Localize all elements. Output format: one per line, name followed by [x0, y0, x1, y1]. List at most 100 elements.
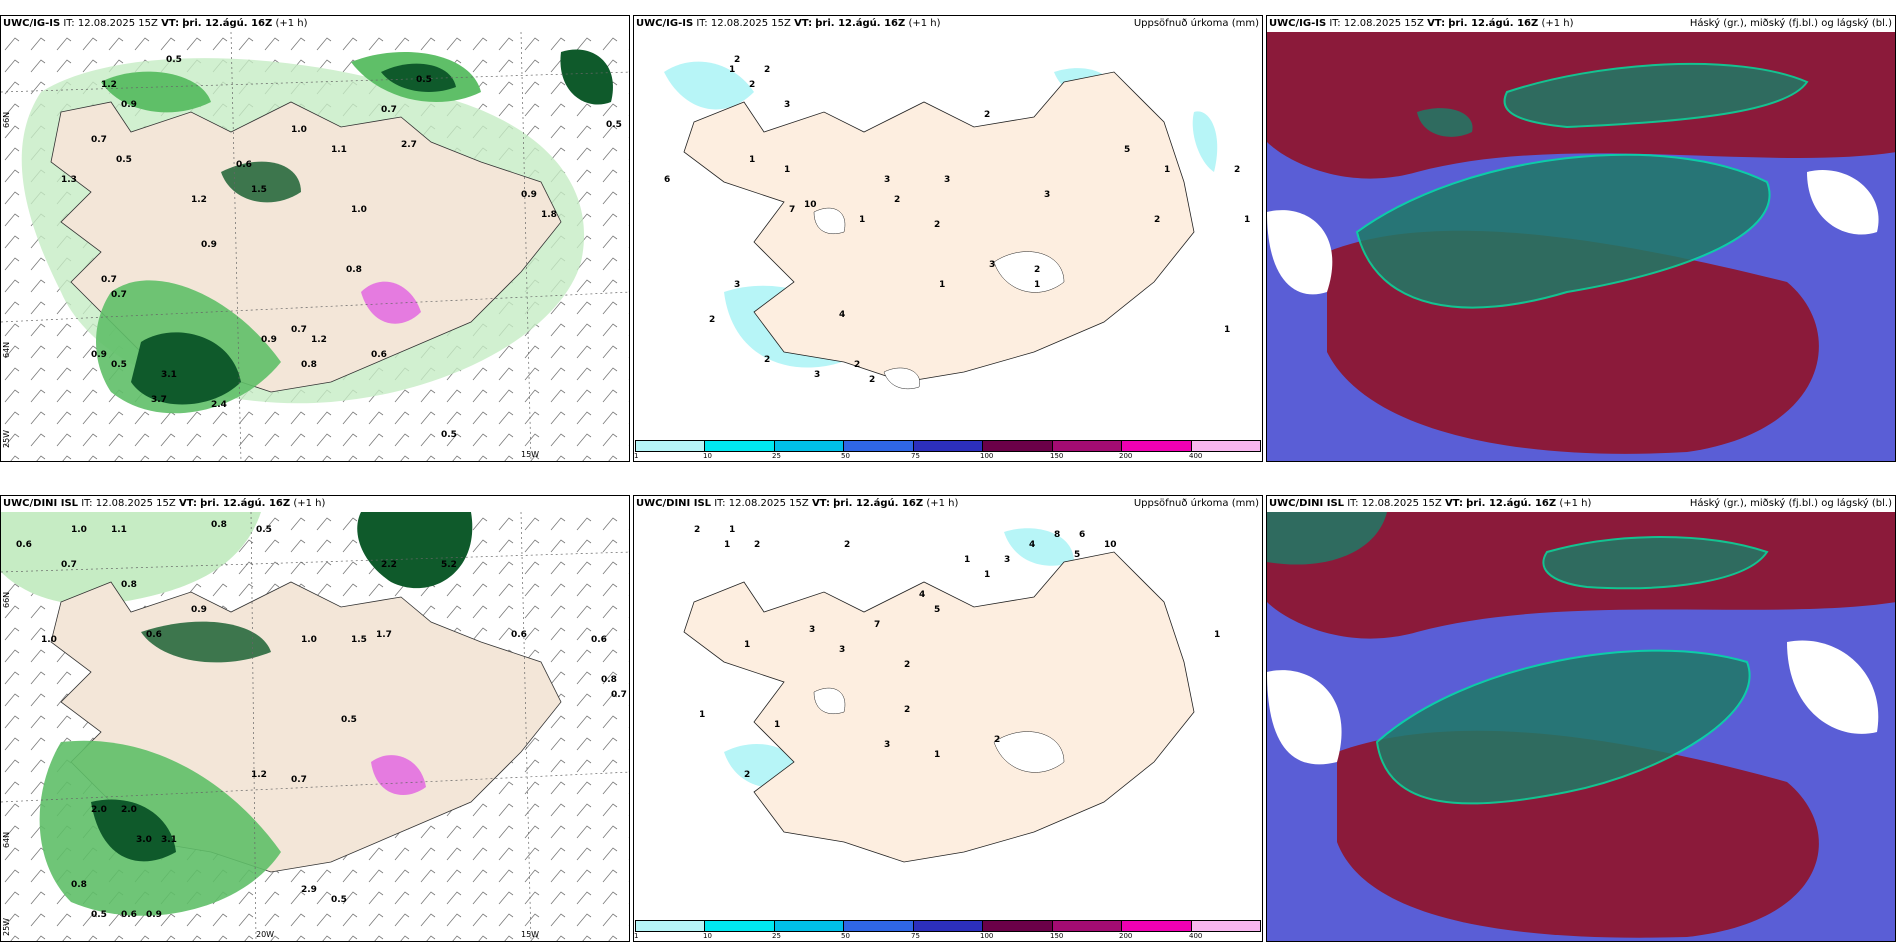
cloud-cover-panel-top: UWC/IG-IS IT: 12.08.2025 15Z VT: þri. 12…	[1266, 15, 1896, 462]
svg-text:1.0: 1.0	[301, 635, 317, 645]
legend-swatch	[705, 441, 775, 451]
legend-tick: 150	[1050, 932, 1064, 940]
svg-text:0.6: 0.6	[16, 540, 32, 550]
svg-text:0.5: 0.5	[91, 910, 107, 920]
svg-text:0.9: 0.9	[191, 605, 207, 615]
svg-text:0.5: 0.5	[441, 430, 457, 440]
legend-swatch	[1191, 921, 1260, 931]
cloud-cover-map	[1267, 512, 1895, 941]
precip-wind-map: 66N 64N 25W 15W 0.5 1.2 0.9 1.3 0.7 0.5 …	[1, 32, 629, 461]
svg-text:1.7: 1.7	[376, 630, 392, 640]
legend-tick: 25	[772, 452, 781, 460]
svg-text:0.9: 0.9	[521, 190, 537, 200]
svg-text:3: 3	[734, 280, 740, 290]
svg-text:2.4: 2.4	[211, 400, 227, 410]
legend-ticks: 1 10 25 50 75 100 150 200 400	[634, 932, 1261, 940]
svg-text:5: 5	[1074, 550, 1080, 560]
svg-text:0.8: 0.8	[301, 360, 317, 370]
svg-text:3: 3	[884, 740, 890, 750]
svg-text:1.2: 1.2	[191, 195, 207, 205]
panel-header: UWC/DINI ISL IT: 12.08.2025 15Z VT: þri.…	[1269, 498, 1592, 509]
svg-text:3: 3	[784, 100, 790, 110]
legend-tick: 100	[980, 932, 994, 940]
precip-wind-map: 66N 64N 25W 20W 15W 1.0 0.6 1.1 0.8 0.5 …	[1, 512, 629, 941]
svg-text:0.7: 0.7	[111, 290, 127, 300]
svg-text:0.7: 0.7	[61, 560, 77, 570]
svg-text:3: 3	[1044, 190, 1050, 200]
svg-text:6: 6	[664, 175, 670, 185]
legend-swatch	[1122, 441, 1192, 451]
legend-tick: 25	[772, 932, 781, 940]
svg-text:1.1: 1.1	[111, 525, 127, 535]
svg-text:2: 2	[734, 55, 740, 65]
svg-text:3.1: 3.1	[161, 370, 177, 380]
legend-tick: 400	[1189, 932, 1203, 940]
svg-text:0.5: 0.5	[256, 525, 272, 535]
svg-text:1.0: 1.0	[291, 125, 307, 135]
svg-text:0.8: 0.8	[211, 520, 227, 530]
svg-text:1.0: 1.0	[71, 525, 87, 535]
svg-text:7: 7	[789, 205, 795, 215]
svg-text:0.9: 0.9	[261, 335, 277, 345]
svg-text:2: 2	[764, 65, 770, 75]
svg-text:7: 7	[874, 620, 880, 630]
accum-value-labels: 1 2 2 2 3 2 6 1 1 3 3 2 7 10 1 2 3 2 1 3…	[664, 55, 1250, 385]
precip-value-labels: 1.0 0.6 1.1 0.8 0.5 0.7 1.0 0.6 0.9 2.2 …	[16, 520, 627, 920]
lon-label-25: 25W	[2, 430, 11, 448]
svg-text:4: 4	[839, 310, 845, 320]
svg-text:2: 2	[984, 110, 990, 120]
svg-text:0.8: 0.8	[71, 880, 87, 890]
svg-text:0.5: 0.5	[341, 715, 357, 725]
svg-text:2: 2	[709, 315, 715, 325]
legend-tick: 10	[703, 452, 712, 460]
legend-tick: 75	[911, 452, 920, 460]
svg-text:3.0: 3.0	[136, 835, 152, 845]
svg-text:1: 1	[1224, 325, 1230, 335]
svg-text:0.7: 0.7	[291, 775, 307, 785]
svg-text:2: 2	[749, 80, 755, 90]
svg-text:0.7: 0.7	[291, 325, 307, 335]
svg-text:4: 4	[1029, 540, 1035, 550]
panel-title: Uppsöfnuð úrkoma (mm)	[1133, 18, 1259, 29]
legend-tick: 50	[841, 452, 850, 460]
svg-text:3: 3	[989, 260, 995, 270]
svg-text:1.0: 1.0	[351, 205, 367, 215]
svg-text:1.2: 1.2	[311, 335, 327, 345]
svg-text:2.2: 2.2	[381, 560, 397, 570]
svg-text:2: 2	[894, 195, 900, 205]
svg-text:0.5: 0.5	[116, 155, 132, 165]
svg-text:10: 10	[804, 200, 817, 210]
legend-swatch	[983, 441, 1053, 451]
svg-text:3: 3	[1004, 555, 1010, 565]
svg-text:0.7: 0.7	[381, 105, 397, 115]
svg-text:0.5: 0.5	[111, 360, 127, 370]
svg-text:3: 3	[839, 645, 845, 655]
lon-label-20: 20W	[256, 930, 274, 939]
svg-text:0.9: 0.9	[201, 240, 217, 250]
panel-title: Háský (gr.), miðský (fj.bl.) og lágský (…	[1689, 18, 1892, 29]
cloud-cover-map	[1267, 32, 1895, 461]
svg-text:1: 1	[744, 640, 750, 650]
svg-text:2: 2	[754, 540, 760, 550]
legend-swatch	[983, 921, 1053, 931]
lat-label-66: 66N	[2, 592, 11, 608]
svg-text:1.8: 1.8	[541, 210, 557, 220]
svg-text:1: 1	[749, 155, 755, 165]
precip-wind-panel-top: UWC/IG-IS IT: 12.08.2025 15Z VT: þri. 12…	[0, 15, 630, 462]
svg-text:5.2: 5.2	[441, 560, 457, 570]
svg-text:0.6: 0.6	[511, 630, 527, 640]
panel-header: UWC/DINI ISL IT: 12.08.2025 15Z VT: þri.…	[3, 498, 326, 509]
legend-tick: 150	[1050, 452, 1064, 460]
panel-header: UWC/DINI ISL IT: 12.08.2025 15Z VT: þri.…	[636, 498, 959, 509]
svg-text:10: 10	[1104, 540, 1117, 550]
svg-text:0.8: 0.8	[121, 580, 137, 590]
svg-text:3.1: 3.1	[161, 835, 177, 845]
panel-title: Uppsöfnuð úrkoma (mm)	[1133, 498, 1259, 509]
svg-text:6: 6	[1079, 530, 1085, 540]
precip-value-labels: 0.5 1.2 0.9 1.3 0.7 0.5 1.2 0.9 1.5 0.6 …	[61, 55, 622, 440]
svg-text:1: 1	[1214, 630, 1220, 640]
svg-text:2: 2	[1234, 165, 1240, 175]
svg-text:3: 3	[809, 625, 815, 635]
svg-text:2.7: 2.7	[401, 140, 417, 150]
svg-text:1: 1	[1244, 215, 1250, 225]
